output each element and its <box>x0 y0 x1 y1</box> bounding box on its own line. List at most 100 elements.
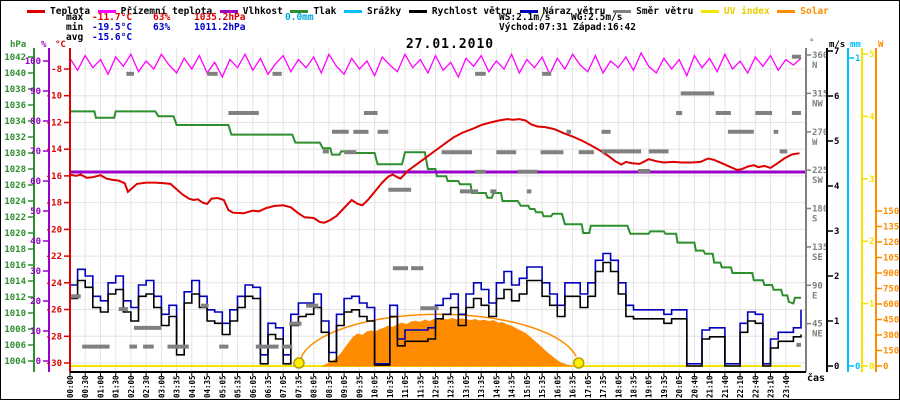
unit-direction: ° <box>809 38 815 48</box>
svg-text:04:05: 04:05 <box>188 375 197 398</box>
svg-text:1200: 1200 <box>883 238 899 248</box>
svg-text:06:35: 06:35 <box>264 375 273 398</box>
svg-text:750: 750 <box>883 285 899 295</box>
svg-text:14:35: 14:35 <box>508 375 517 398</box>
svg-text:1: 1 <box>855 54 860 64</box>
humidity-legend-dash-icon <box>219 9 238 13</box>
svg-text:0: 0 <box>855 362 860 372</box>
wind-direction-legend-dash-icon <box>613 9 632 13</box>
legend-item-solar: Solar <box>777 6 829 17</box>
svg-text:-18: -18 <box>46 199 62 209</box>
svg-text:1028: 1028 <box>4 165 26 175</box>
legend-label: Teplota <box>50 5 91 17</box>
svg-text:270: 270 <box>812 128 828 138</box>
svg-text:-26: -26 <box>46 306 62 316</box>
svg-text:1004: 1004 <box>4 357 26 367</box>
legend-label: Tlak <box>313 5 337 17</box>
svg-text:-14: -14 <box>46 145 63 155</box>
svg-text:SW: SW <box>812 176 823 186</box>
wind-speed-series <box>70 261 802 367</box>
unit-solar: W <box>878 40 884 50</box>
svg-text:100: 100 <box>25 57 41 67</box>
svg-text:13:05: 13:05 <box>462 375 471 398</box>
svg-text:06:05: 06:05 <box>249 375 258 398</box>
solar-max-curve <box>298 313 577 367</box>
stat-min-humidity: 63% <box>153 22 171 33</box>
svg-text:1032: 1032 <box>4 133 26 143</box>
svg-text:23:40: 23:40 <box>782 375 791 398</box>
stat-max-humidity: 63% <box>153 12 171 23</box>
svg-text:0: 0 <box>869 362 874 372</box>
legend-item-wind-speed: Rychlost větru <box>408 6 512 17</box>
legend-label: Vlhkost <box>242 5 283 17</box>
svg-text:180: 180 <box>812 205 828 215</box>
svg-text:50: 50 <box>30 207 41 217</box>
svg-text:1006: 1006 <box>4 341 26 351</box>
unit-temperature: °C <box>55 40 66 50</box>
solar-legend-dash-icon <box>777 9 796 13</box>
svg-text:2: 2 <box>869 237 874 247</box>
svg-text:1: 1 <box>869 300 874 310</box>
svg-text:1034: 1034 <box>4 117 26 127</box>
stat-max-label: max <box>66 12 84 23</box>
legend-label: UV index <box>723 5 770 17</box>
stat-min-label: min <box>66 22 84 33</box>
svg-text:1022: 1022 <box>4 213 26 223</box>
svg-text:00:30: 00:30 <box>81 375 90 398</box>
legend-label: Náraz větru <box>542 5 606 17</box>
svg-text:10:35: 10:35 <box>386 375 395 398</box>
svg-text:21:10: 21:10 <box>706 375 715 398</box>
svg-text:08:35: 08:35 <box>325 375 334 398</box>
svg-text:10: 10 <box>30 327 41 337</box>
solar-series <box>322 317 573 367</box>
svg-text:19:35: 19:35 <box>660 375 669 398</box>
svg-text:225: 225 <box>812 166 828 176</box>
svg-text:0: 0 <box>36 357 41 367</box>
svg-text:11:35: 11:35 <box>416 375 425 398</box>
uv-index-legend-dash-icon <box>700 9 719 13</box>
temperature-series <box>69 118 800 224</box>
wind-speed-legend-dash-icon <box>408 9 427 13</box>
svg-text:19:05: 19:05 <box>645 375 654 398</box>
wind-gust-legend-dash-icon <box>519 9 538 13</box>
stat-sunset: Západ:16:42 <box>573 22 636 33</box>
svg-text:360: 360 <box>812 51 828 61</box>
stat-max-pressure: 1035.2hPa <box>194 12 246 23</box>
unit-pressure: hPa <box>10 40 27 50</box>
svg-text:-16: -16 <box>46 172 62 182</box>
svg-text:15:35: 15:35 <box>538 375 547 398</box>
svg-text:16:35: 16:35 <box>569 375 578 398</box>
svg-text:16:05: 16:05 <box>553 375 562 398</box>
stat-sunrise: Východ:07:31 <box>499 22 568 33</box>
svg-text:1014: 1014 <box>4 277 26 287</box>
svg-text:-10: -10 <box>46 92 62 102</box>
time-axis: 00:00 00:30 01:00 01:30 02:00 02:30 03:00 03:35… <box>66 371 806 398</box>
svg-text:07:05: 07:05 <box>279 375 288 398</box>
svg-text:03:35: 03:35 <box>173 375 182 398</box>
svg-text:23:10: 23:10 <box>767 375 776 398</box>
svg-text:13:35: 13:35 <box>477 375 486 398</box>
svg-text:1016: 1016 <box>4 261 26 271</box>
svg-text:4: 4 <box>834 182 840 192</box>
svg-text:04:35: 04:35 <box>203 375 212 398</box>
stat-rain-total: 0.0mm <box>285 12 314 23</box>
legend-item-rain: Srážky <box>343 6 401 17</box>
legend-item-wind-gust: Náraz větru <box>519 5 606 17</box>
svg-text:1026: 1026 <box>4 181 26 191</box>
svg-text:300: 300 <box>883 331 899 341</box>
svg-text:17:35: 17:35 <box>599 375 608 398</box>
svg-text:80: 80 <box>30 117 41 127</box>
stat-wind-gust: WG:2.5m/s <box>571 12 623 23</box>
svg-text:40: 40 <box>30 237 41 247</box>
svg-text:135: 135 <box>812 243 828 253</box>
stat-min-pressure: 1011.2hPa <box>194 22 246 33</box>
stat-avg-temp: -15.6°C <box>92 32 133 43</box>
svg-text:90: 90 <box>812 281 823 291</box>
time-axis-label: čas <box>807 373 826 384</box>
sunrise-marker <box>293 357 305 369</box>
svg-text:1: 1 <box>834 317 839 327</box>
sunset-marker <box>572 357 585 369</box>
